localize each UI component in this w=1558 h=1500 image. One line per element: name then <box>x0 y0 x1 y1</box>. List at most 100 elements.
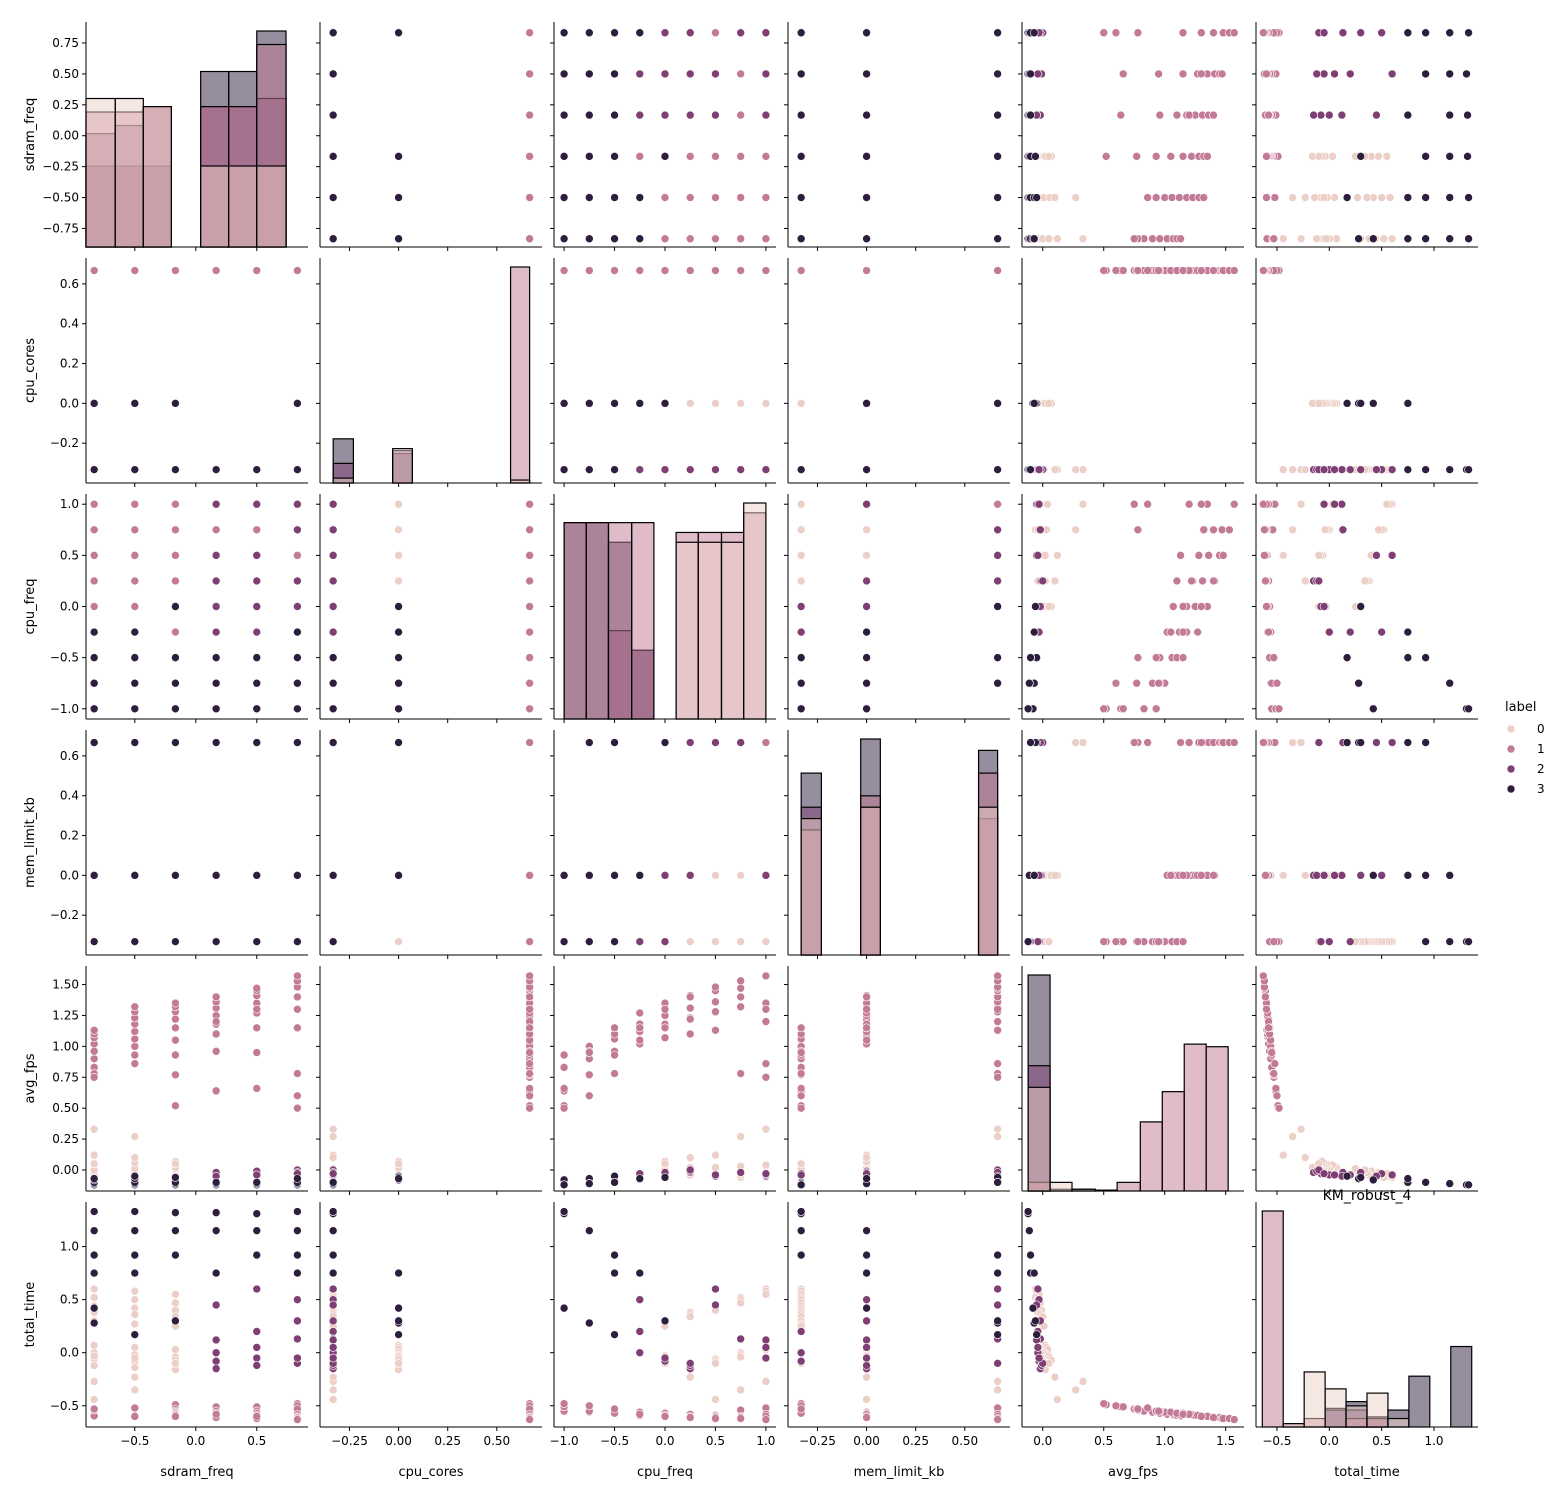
y-tick-label: 0.0 <box>60 868 79 882</box>
point-hue_3-23 <box>328 653 338 662</box>
point-hue_0-34 <box>796 399 806 408</box>
point-hue_2-12 <box>761 110 771 120</box>
point-hue_1-44 <box>761 1004 771 1014</box>
point-hue_2-0 <box>1325 937 1334 946</box>
point-hue_3-11 <box>1463 152 1472 161</box>
hist-bar-avg_fps-bin6-hue1 <box>1161 1091 1185 1192</box>
hist-bar-sdram_freq-bin5-hue0 <box>228 165 258 248</box>
point-hue_0-33 <box>130 1153 140 1162</box>
point-hue_1-35 <box>1184 738 1194 747</box>
point-hue_3-3 <box>89 1268 99 1278</box>
x-tick-label: −1.0 <box>550 1434 579 1448</box>
point-hue_3-5 <box>585 234 594 244</box>
point-hue_0-31 <box>1288 1132 1297 1141</box>
point-hue_1-47 <box>796 1404 806 1414</box>
point-hue_1-53 <box>1259 28 1268 38</box>
point-hue_2-7 <box>328 1316 338 1326</box>
point-hue_3-8 <box>328 193 338 202</box>
point-hue_0-33 <box>1050 1372 1060 1382</box>
point-hue_1-24 <box>171 551 180 560</box>
y-tick-label: 0.2 <box>60 357 79 371</box>
point-hue_1-48 <box>1178 266 1188 275</box>
point-hue_3-24 <box>635 399 645 408</box>
point-hue_2-0 <box>796 1348 806 1358</box>
point-hue_3-10 <box>130 1171 140 1181</box>
hist-bar-cpu_cores-bin9-hue1 <box>509 266 531 484</box>
point-hue_3-22 <box>862 1226 871 1235</box>
point-hue_3-4 <box>862 1303 871 1313</box>
x-tick-label: 0.50 <box>951 1434 978 1448</box>
point-hue_2-3 <box>252 627 262 637</box>
point-hue_0-33 <box>1050 576 1060 586</box>
point-hue_1-51 <box>711 1414 720 1423</box>
hist-bar-total_time-bin0-hue1 <box>1261 1210 1284 1428</box>
point-hue_3-5 <box>89 1318 99 1328</box>
panel-mem_limit_kb-vs-cpu_cores <box>316 730 542 959</box>
point-hue_3-24 <box>635 1268 645 1278</box>
point-hue_2-5 <box>252 576 262 586</box>
point-hue_1-53 <box>1259 266 1268 275</box>
point-hue_0-5 <box>171 1298 180 1308</box>
point-hue_1-12 <box>1175 193 1184 202</box>
point-hue_3-23 <box>610 738 619 747</box>
point-hue_0-33 <box>1300 871 1310 880</box>
point-hue_3-3 <box>1403 234 1413 244</box>
point-hue_2-14 <box>862 1353 871 1363</box>
point-hue_3-13 <box>1421 152 1430 161</box>
point-hue_1-45 <box>525 704 534 714</box>
point-hue_0-34 <box>394 937 403 946</box>
point-hue_1-48 <box>293 1023 302 1033</box>
x-axis-label-total_time: total_time <box>1334 1465 1400 1480</box>
x-tick-label: 0.0 <box>655 1434 674 1448</box>
point-hue_1-20 <box>610 1050 619 1060</box>
point-hue_1-49 <box>862 1004 871 1014</box>
point-hue_1-6 <box>711 234 720 244</box>
point-hue_1-45 <box>559 1399 569 1408</box>
point-hue_1-52 <box>525 525 534 535</box>
point-hue_3-21 <box>1464 937 1473 946</box>
point-hue_2-1 <box>1316 937 1326 946</box>
point-hue_1-17 <box>993 1059 1002 1068</box>
point-hue_3-12 <box>171 678 180 688</box>
panel-cpu_cores-vs-total_time <box>1252 258 1478 487</box>
point-hue_1-37 <box>525 1048 534 1057</box>
point-hue_0-31 <box>1288 525 1297 535</box>
point-hue_0-33 <box>1300 576 1310 586</box>
point-hue_3-14 <box>171 738 180 747</box>
point-hue_2-10 <box>711 465 720 474</box>
y-axis-label-mem_limit_kb: mem_limit_kb <box>23 797 38 888</box>
point-hue_0-31 <box>1071 1385 1080 1395</box>
point-hue_2-1 <box>211 602 221 611</box>
point-hue_2-10 <box>328 551 338 560</box>
hist-bar-sdram_freq-bin0-hue0 <box>85 97 116 248</box>
point-hue_1-9 <box>559 1050 569 1060</box>
point-hue_2-3 <box>1345 627 1355 637</box>
y-tick-label: 0.50 <box>52 1101 79 1115</box>
point-hue_0-17 <box>1043 499 1052 509</box>
point-hue_1-50 <box>1209 576 1218 586</box>
point-hue_1-48 <box>862 1023 871 1033</box>
point-hue_0-2 <box>761 1290 771 1299</box>
point-hue_0-31 <box>1288 738 1297 747</box>
point-hue_0-1 <box>130 1286 140 1296</box>
point-hue_1-53 <box>1229 738 1239 747</box>
point-hue_1-17 <box>1270 193 1280 202</box>
point-hue_0-2 <box>761 937 771 946</box>
point-hue_1-26 <box>1203 152 1212 161</box>
point-hue_3-17 <box>1026 110 1035 120</box>
point-hue_1-16 <box>130 1412 140 1421</box>
point-hue_1-47 <box>525 937 534 946</box>
point-hue_1-16 <box>1262 193 1271 202</box>
point-hue_1-34 <box>736 110 745 120</box>
point-hue_3-21 <box>328 937 338 946</box>
point-hue_2-1 <box>660 937 670 946</box>
point-hue_3-4 <box>862 704 871 714</box>
y-tick-label: 0.00 <box>52 1163 79 1177</box>
point-hue_3-2 <box>796 1250 806 1260</box>
point-hue_2-14 <box>1319 1169 1329 1178</box>
point-hue_3-23 <box>328 738 338 747</box>
point-hue_3-17 <box>211 1178 221 1187</box>
point-hue_0-5 <box>796 525 806 535</box>
point-hue_1-43 <box>252 525 262 535</box>
point-hue_1-4 <box>660 234 670 244</box>
